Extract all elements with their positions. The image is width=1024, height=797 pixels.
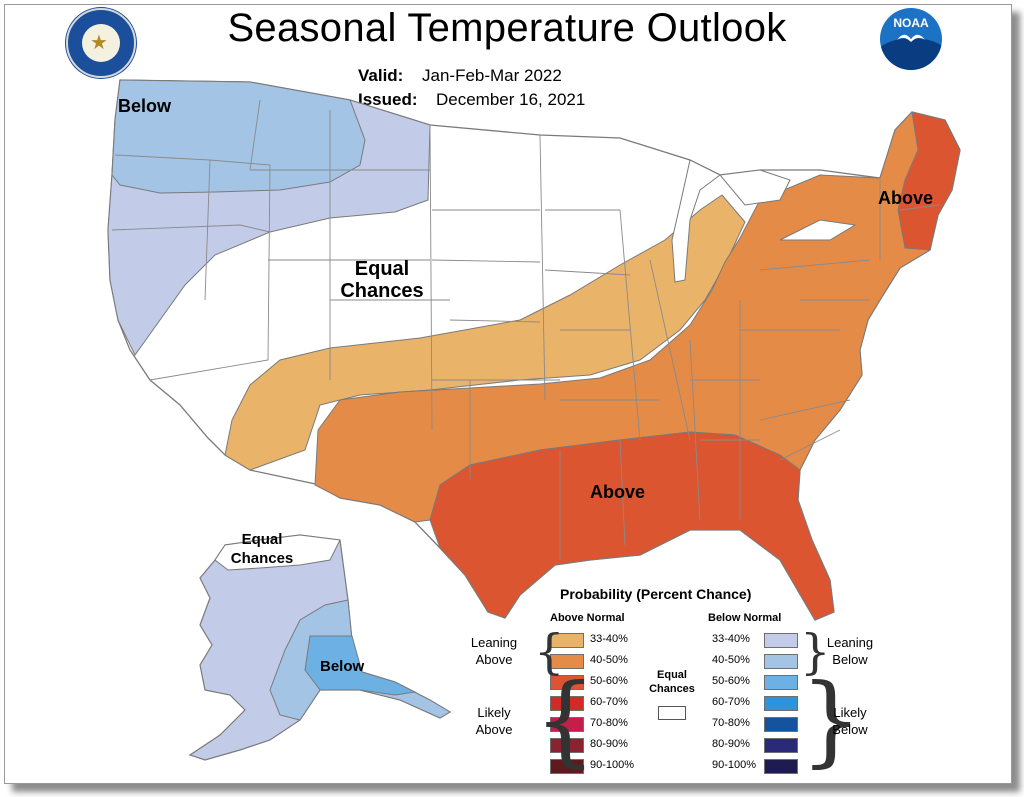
equal-chances-line1: Equal: [657, 669, 687, 681]
legend-above-swatch-6: [550, 759, 584, 774]
alaska-below-50-60: [304, 635, 417, 696]
legend-below-swatch-4: [764, 717, 798, 732]
alaska-white-nw: [214, 534, 341, 571]
leaning-above-brace: {: [534, 624, 565, 680]
legend-below-swatch-5: [764, 738, 798, 753]
legend-above-swatch-0: [550, 633, 584, 648]
likely-below-line2: Below: [832, 722, 868, 737]
legend-above-swatch-1: [550, 654, 584, 669]
likely-above-line2: Above: [475, 722, 513, 737]
leaning-above-line1: Leaning: [470, 635, 518, 650]
legend-above-swatch-2: [550, 675, 584, 690]
above-50-60-new-england: [897, 111, 961, 251]
above-50-60-south: [429, 431, 835, 621]
noaa-bird-icon: [897, 34, 925, 42]
label-below-northwest: Below: [118, 96, 172, 116]
legend-equal-chances-swatch: [658, 706, 686, 720]
legend-above-label-2: 50-60%: [590, 675, 628, 687]
leaning-below-line2: Below: [832, 652, 868, 667]
legend-above-label-4: 70-80%: [590, 717, 628, 729]
legend-below-swatch-3: [764, 696, 798, 711]
eagle-icon: ★: [90, 32, 108, 54]
valid-period: Valid: Jan-Feb-Mar 2022: [358, 66, 562, 86]
issued-label: Issued:: [358, 90, 418, 109]
legend-above-label-5: 80-90%: [590, 738, 628, 750]
likely-below-brace: }: [800, 664, 863, 778]
label-above-northeast: Above: [878, 188, 934, 208]
below-40-50-northwest: [111, 79, 366, 194]
leaning-above-line2: Above: [475, 652, 513, 667]
issued-date: Issued: December 16, 2021: [358, 90, 585, 110]
legend-below-label-6: 90-100%: [712, 759, 757, 771]
noaa-logo: NOAA: [880, 8, 942, 70]
legend-below-swatch-6: [764, 759, 798, 774]
label-equal-chances-line1: Equal: [354, 258, 410, 280]
legend-above-label-0: 33-40%: [590, 633, 628, 645]
legend-leaning-below: Leaning Below: [818, 634, 882, 668]
label-alaska-below: Below: [320, 658, 365, 675]
legend-above-header: Above Normal: [550, 612, 625, 624]
legend-below-label-3: 60-70%: [712, 696, 750, 708]
legend-above-label-1: 40-50%: [590, 654, 628, 666]
likely-below-line1: Likely: [833, 705, 867, 720]
legend-below-label-4: 70-80%: [712, 717, 750, 729]
legend-below-label-0: 33-40%: [712, 633, 750, 645]
label-above-south: Above: [590, 482, 646, 502]
noaa-text: NOAA: [893, 16, 929, 30]
legend-leaning-above: Leaning Above: [462, 634, 526, 668]
valid-label: Valid:: [358, 66, 404, 85]
noaa-wave-icon: [880, 38, 942, 70]
commerce-seal-logo: ★: [66, 8, 136, 78]
state-boundaries: [111, 99, 941, 560]
issued-value: December 16, 2021: [436, 90, 586, 109]
label-alaska-equal-chances-line2: Chances: [230, 550, 294, 567]
great-lakes: [671, 159, 857, 283]
label-equal-chances: Equal Chances: [332, 258, 432, 302]
leaning-below-brace: }: [800, 624, 831, 680]
seal-inner: [82, 24, 120, 62]
likely-above-line1: Likely: [477, 705, 511, 720]
label-alaska-equal-chances-line1: Equal: [241, 531, 283, 548]
legend-below-header: Below Normal: [708, 612, 782, 624]
legend-below-label-5: 80-90%: [712, 738, 750, 750]
legend-equal-chances: Equal Chances: [640, 668, 704, 696]
legend-below-label-1: 40-50%: [712, 654, 750, 666]
label-alaska-equal-chances: Equal Chances: [222, 530, 302, 568]
equal-chances-line2: Chances: [649, 683, 695, 695]
legend-below-swatch-1: [764, 654, 798, 669]
legend-below-label-2: 50-60%: [712, 675, 750, 687]
legend-above-label-3: 60-70%: [590, 696, 628, 708]
map-title: Seasonal Temperature Outlook: [227, 6, 787, 50]
valid-value: Jan-Feb-Mar 2022: [422, 66, 562, 85]
legend-likely-above: Likely Above: [462, 704, 526, 738]
legend-title: Probability (Percent Chance): [560, 586, 752, 602]
legend-above-label-6: 90-100%: [590, 759, 635, 771]
legend-above-swatch-3: [550, 696, 584, 711]
legend-above-swatch-4: [550, 717, 584, 732]
legend-likely-below: Likely Below: [818, 704, 882, 738]
likely-above-brace: {: [534, 664, 597, 778]
leaning-below-line1: Leaning: [826, 635, 874, 650]
label-equal-chances-line2: Chances: [340, 280, 424, 302]
legend-below-swatch-2: [764, 675, 798, 690]
legend-below-swatch-0: [764, 633, 798, 648]
legend-above-swatch-5: [550, 738, 584, 753]
